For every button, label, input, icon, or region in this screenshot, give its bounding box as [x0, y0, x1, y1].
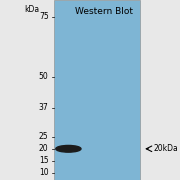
Text: 25: 25	[39, 132, 49, 141]
Text: 37: 37	[39, 103, 49, 112]
Text: 15: 15	[39, 156, 49, 165]
Text: 75: 75	[39, 12, 49, 21]
Text: 50: 50	[39, 72, 49, 81]
Bar	[54, 0, 140, 180]
Text: 20: 20	[39, 144, 49, 153]
Text: Western Blot: Western Blot	[75, 7, 133, 16]
Ellipse shape	[56, 145, 81, 152]
Text: kDa: kDa	[24, 5, 40, 14]
Text: 10: 10	[39, 168, 49, 177]
Text: 20kDa: 20kDa	[154, 144, 179, 153]
